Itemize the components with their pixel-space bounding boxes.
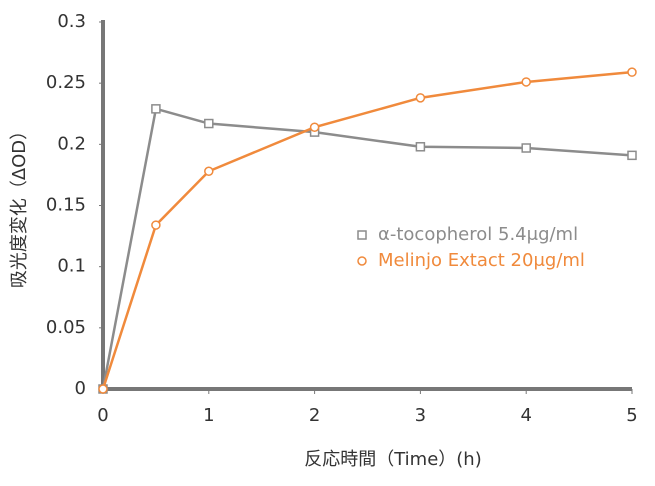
y-tick-label: 0.05: [46, 317, 86, 338]
marker: [204, 118, 214, 129]
y-tick-label: 0.15: [46, 195, 86, 216]
legend-label: α-tocopherol 5.4μg/ml: [378, 224, 578, 245]
y-tick-label: 0.3: [57, 11, 86, 32]
marker: [357, 256, 367, 266]
y-tick-label: 0.1: [57, 256, 86, 277]
y-tick-label: 0.25: [46, 72, 86, 93]
marker: [415, 93, 426, 103]
y-tick-label: 0.2: [57, 133, 86, 154]
marker: [521, 77, 531, 87]
x-tick-label: 2: [309, 405, 320, 426]
x-tick-label: 5: [626, 405, 637, 426]
x-tick-label: 4: [520, 405, 531, 426]
legend-label: Melinjo Extact 20μg/ml: [378, 250, 585, 271]
marker: [98, 384, 108, 394]
marker: [415, 142, 426, 152]
marker: [151, 220, 161, 230]
x-tick-label: 0: [97, 405, 108, 426]
marker: [627, 150, 637, 161]
marker: [309, 122, 320, 132]
series-line: [101, 107, 633, 390]
y-axis-label: 吸光度変化（ΔOD）: [9, 122, 30, 288]
x-tick-label: 3: [415, 405, 426, 426]
marker: [627, 67, 637, 77]
marker: [151, 104, 161, 114]
marker: [357, 230, 367, 240]
x-axis-label: 反応時間（Time）(h): [304, 449, 482, 470]
y-tick-label: 0: [75, 378, 86, 399]
marker: [521, 143, 531, 153]
x-tick-label: 1: [203, 405, 214, 426]
marker: [204, 166, 214, 176]
